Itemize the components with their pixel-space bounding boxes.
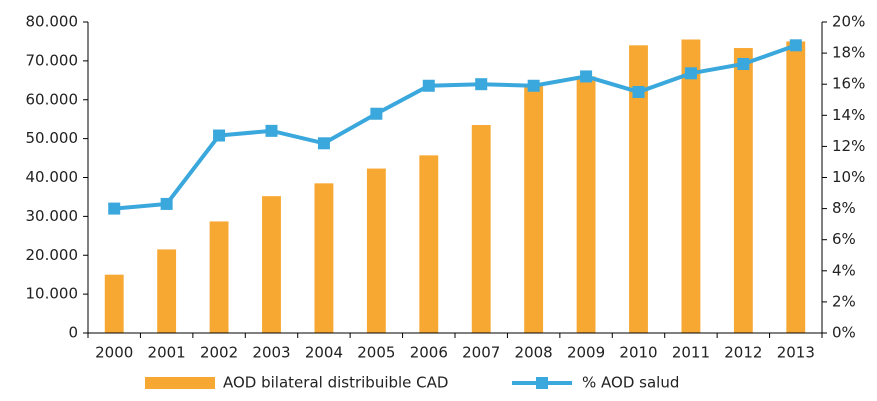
bar bbox=[681, 39, 701, 334]
y-tick-label: 70.000 bbox=[26, 51, 79, 69]
legend-label: AOD bilateral distribuible CAD bbox=[223, 374, 448, 392]
x-tick-label: 2013 bbox=[777, 344, 815, 362]
bar bbox=[786, 41, 806, 333]
line-marker bbox=[737, 57, 750, 70]
line-marker bbox=[632, 85, 645, 98]
y-tick-label: 50.000 bbox=[26, 129, 79, 147]
line bbox=[114, 43, 797, 211]
y2-tick-label: 12% bbox=[832, 137, 865, 155]
legend-swatch bbox=[145, 377, 215, 389]
legend-marker bbox=[536, 377, 548, 389]
line-marker bbox=[265, 124, 278, 137]
line-marker bbox=[213, 129, 226, 142]
x-tick-label: 2009 bbox=[567, 344, 605, 362]
line-marker bbox=[108, 202, 121, 215]
line-marker bbox=[370, 107, 383, 120]
x-tick-label: 2002 bbox=[200, 344, 238, 362]
line-marker bbox=[317, 137, 330, 150]
bar bbox=[471, 125, 491, 333]
y2-tick-label: 4% bbox=[832, 261, 856, 279]
y2-tick-label: 20% bbox=[832, 13, 865, 31]
y-tick-label: 60.000 bbox=[26, 90, 79, 108]
line-marker bbox=[475, 78, 488, 91]
y2-tick-label: 8% bbox=[832, 199, 856, 217]
bar bbox=[733, 48, 753, 333]
line-marker bbox=[422, 79, 435, 92]
bar bbox=[366, 168, 386, 333]
bar bbox=[314, 183, 334, 333]
x-tick-label: 2004 bbox=[305, 344, 343, 362]
bar bbox=[524, 86, 544, 333]
x-tick-label: 2000 bbox=[95, 344, 133, 362]
bar bbox=[157, 249, 177, 333]
y-tick-label: 10.000 bbox=[26, 285, 79, 303]
bar bbox=[262, 196, 281, 333]
y-tick-label: 20.000 bbox=[26, 246, 79, 264]
x-tick-label: 2007 bbox=[462, 344, 500, 362]
x-tick-label: 2005 bbox=[357, 344, 395, 362]
line-marker bbox=[580, 70, 593, 83]
y2-tick-label: 18% bbox=[832, 44, 865, 62]
x-tick-label: 2011 bbox=[672, 344, 710, 362]
y2-tick-label: 6% bbox=[832, 230, 856, 248]
y2-tick-label: 10% bbox=[832, 168, 865, 186]
bar bbox=[209, 221, 229, 333]
x-tick-label: 2001 bbox=[148, 344, 186, 362]
x-tick-label: 2010 bbox=[619, 344, 657, 362]
x-tick-label: 2006 bbox=[410, 344, 448, 362]
line-marker bbox=[684, 67, 697, 80]
line-marker bbox=[527, 79, 540, 92]
legend-label: % AOD salud bbox=[582, 374, 679, 392]
bar bbox=[419, 155, 439, 333]
line-marker bbox=[160, 197, 173, 210]
bar bbox=[104, 274, 124, 333]
y-tick-label: 30.000 bbox=[26, 207, 79, 225]
y-tick-label: 0 bbox=[68, 324, 78, 342]
bar bbox=[576, 76, 596, 334]
y2-tick-label: 14% bbox=[832, 106, 865, 124]
x-tick-label: 2012 bbox=[724, 344, 762, 362]
y-tick-label: 80.000 bbox=[26, 13, 79, 31]
line-marker bbox=[789, 39, 802, 52]
y2-tick-label: 0% bbox=[832, 324, 856, 342]
y2-tick-label: 2% bbox=[832, 292, 856, 310]
bar bbox=[629, 45, 648, 333]
y2-tick-label: 16% bbox=[832, 75, 865, 93]
x-tick-label: 2008 bbox=[515, 344, 553, 362]
x-tick-label: 2003 bbox=[252, 344, 290, 362]
y-tick-label: 40.000 bbox=[26, 168, 79, 186]
